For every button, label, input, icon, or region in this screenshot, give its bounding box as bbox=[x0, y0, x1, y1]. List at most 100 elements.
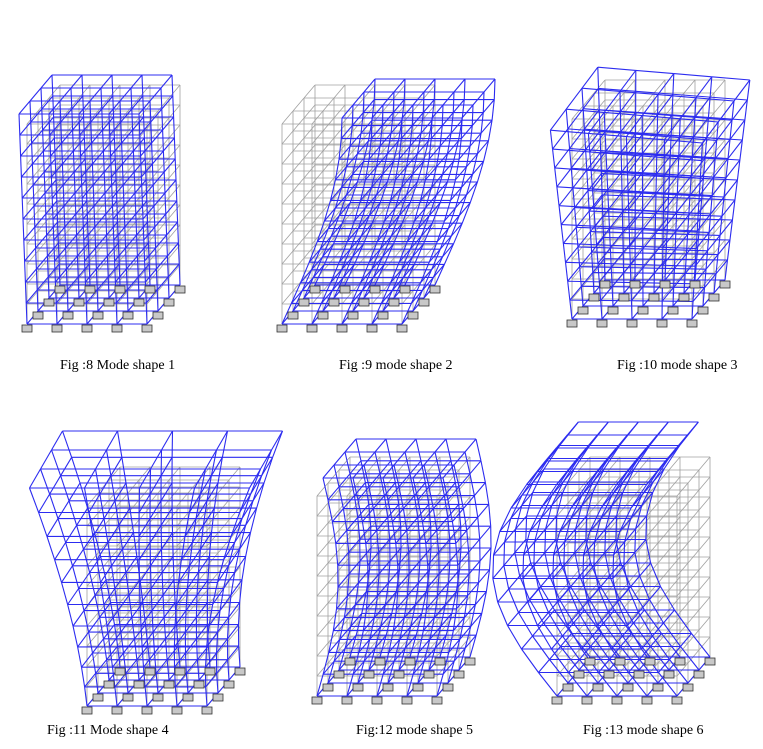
support-block bbox=[103, 680, 115, 689]
support-block bbox=[309, 285, 321, 294]
support-block bbox=[626, 319, 638, 328]
mode-shape-3-figure bbox=[525, 0, 763, 350]
deformed-frame bbox=[316, 438, 492, 697]
support-block bbox=[652, 683, 664, 692]
support-block bbox=[719, 280, 731, 289]
support-block bbox=[704, 657, 716, 666]
support-block bbox=[54, 285, 66, 294]
caption-mode-shape-5: Fig:12 mode shape 5 bbox=[356, 723, 474, 738]
support-block bbox=[584, 657, 596, 666]
support-block bbox=[358, 298, 370, 307]
support-block bbox=[618, 293, 630, 302]
support-block bbox=[682, 683, 694, 692]
support-block bbox=[81, 324, 93, 333]
support-block bbox=[234, 667, 246, 676]
caption-mode-shape-2: Fig :9 mode shape 2 bbox=[339, 358, 453, 373]
mode-shape-3-diagram bbox=[549, 66, 751, 328]
support-block bbox=[201, 706, 213, 715]
support-block bbox=[366, 324, 378, 333]
support-block bbox=[429, 285, 441, 294]
support-block bbox=[671, 696, 683, 705]
support-block bbox=[396, 324, 408, 333]
support-block bbox=[678, 293, 690, 302]
support-block bbox=[599, 280, 611, 289]
support-block bbox=[663, 670, 675, 679]
mode-shape-1-figure bbox=[0, 0, 250, 350]
support-block bbox=[352, 683, 364, 692]
support-blocks bbox=[566, 280, 731, 328]
support-blocks bbox=[311, 657, 476, 705]
caption-mode-shape-6: Fig :13 mode shape 6 bbox=[583, 723, 704, 738]
mode-shape-4-diagram bbox=[28, 430, 284, 715]
support-block bbox=[689, 280, 701, 289]
support-block bbox=[581, 696, 593, 705]
support-block bbox=[686, 319, 698, 328]
support-block bbox=[276, 324, 288, 333]
support-block bbox=[122, 311, 134, 320]
support-block bbox=[223, 680, 235, 689]
support-block bbox=[306, 324, 318, 333]
support-block bbox=[144, 285, 156, 294]
support-block bbox=[708, 293, 720, 302]
support-block bbox=[622, 683, 634, 692]
support-block bbox=[122, 693, 134, 702]
support-block bbox=[418, 298, 430, 307]
support-block bbox=[328, 298, 340, 307]
support-block bbox=[152, 693, 164, 702]
mode-shape-6-diagram bbox=[492, 421, 716, 705]
support-block bbox=[442, 683, 454, 692]
support-block bbox=[62, 311, 74, 320]
support-block bbox=[111, 324, 123, 333]
mode-shape-1-diagram bbox=[18, 74, 186, 333]
support-blocks bbox=[551, 657, 716, 705]
support-block bbox=[322, 683, 334, 692]
support-block bbox=[51, 324, 63, 333]
mode-shape-6-figure bbox=[492, 395, 763, 715]
support-block bbox=[603, 670, 615, 679]
mode-shape-2-figure bbox=[255, 0, 505, 350]
support-block bbox=[347, 311, 359, 320]
support-block bbox=[152, 311, 164, 320]
support-block bbox=[336, 324, 348, 333]
support-block bbox=[404, 657, 416, 666]
support-block bbox=[21, 324, 33, 333]
support-block bbox=[377, 311, 389, 320]
support-block bbox=[103, 298, 115, 307]
support-block bbox=[317, 311, 329, 320]
support-block bbox=[407, 311, 419, 320]
support-block bbox=[412, 683, 424, 692]
support-block bbox=[697, 306, 709, 315]
deformed-frame bbox=[28, 430, 284, 707]
support-block bbox=[182, 693, 194, 702]
caption-mode-shape-4: Fig :11 Mode shape 4 bbox=[47, 723, 169, 738]
support-block bbox=[648, 293, 660, 302]
support-block bbox=[667, 306, 679, 315]
support-block bbox=[344, 657, 356, 666]
support-block bbox=[369, 285, 381, 294]
support-block bbox=[464, 657, 476, 666]
support-block bbox=[371, 696, 383, 705]
support-block bbox=[114, 667, 126, 676]
support-block bbox=[551, 696, 563, 705]
caption-mode-shape-3: Fig :10 mode shape 3 bbox=[617, 358, 738, 373]
deformed-frame bbox=[492, 421, 711, 697]
support-block bbox=[577, 306, 589, 315]
support-block bbox=[212, 693, 224, 702]
support-block bbox=[382, 683, 394, 692]
support-block bbox=[339, 285, 351, 294]
support-block bbox=[141, 324, 153, 333]
deformed-frame bbox=[18, 74, 181, 325]
support-block bbox=[693, 670, 705, 679]
support-block bbox=[84, 285, 96, 294]
support-block bbox=[674, 657, 686, 666]
support-block bbox=[431, 696, 443, 705]
support-blocks bbox=[81, 667, 246, 715]
support-block bbox=[562, 683, 574, 692]
support-blocks bbox=[276, 285, 441, 333]
support-block bbox=[566, 319, 578, 328]
support-block bbox=[204, 667, 216, 676]
support-block bbox=[298, 298, 310, 307]
support-block bbox=[573, 670, 585, 679]
support-block bbox=[434, 657, 446, 666]
support-block bbox=[174, 667, 186, 676]
